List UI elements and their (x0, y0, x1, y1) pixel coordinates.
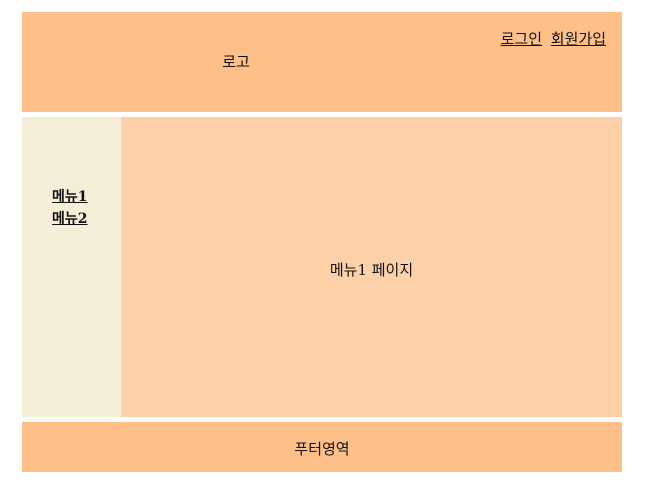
auth-links: 로그인 회원가입 (501, 28, 606, 49)
footer: 푸터영역 (22, 422, 622, 472)
main-content: 메뉴1 페이지 (121, 117, 622, 417)
signup-link[interactable]: 회원가입 (550, 30, 606, 48)
login-link[interactable]: 로그인 (500, 30, 543, 48)
page-title: 메뉴1 페이지 (329, 261, 414, 279)
logo: 로고 (222, 53, 250, 71)
sidebar: 메뉴1 메뉴2 (22, 117, 121, 417)
sidebar-item-menu2[interactable]: 메뉴2 (52, 211, 88, 227)
header: 로고 로그인 회원가입 (22, 12, 622, 112)
footer-text: 푸터영역 (294, 440, 350, 458)
sidebar-menu: 메뉴1 메뉴2 (52, 186, 88, 230)
sidebar-item-menu1[interactable]: 메뉴1 (52, 189, 88, 205)
